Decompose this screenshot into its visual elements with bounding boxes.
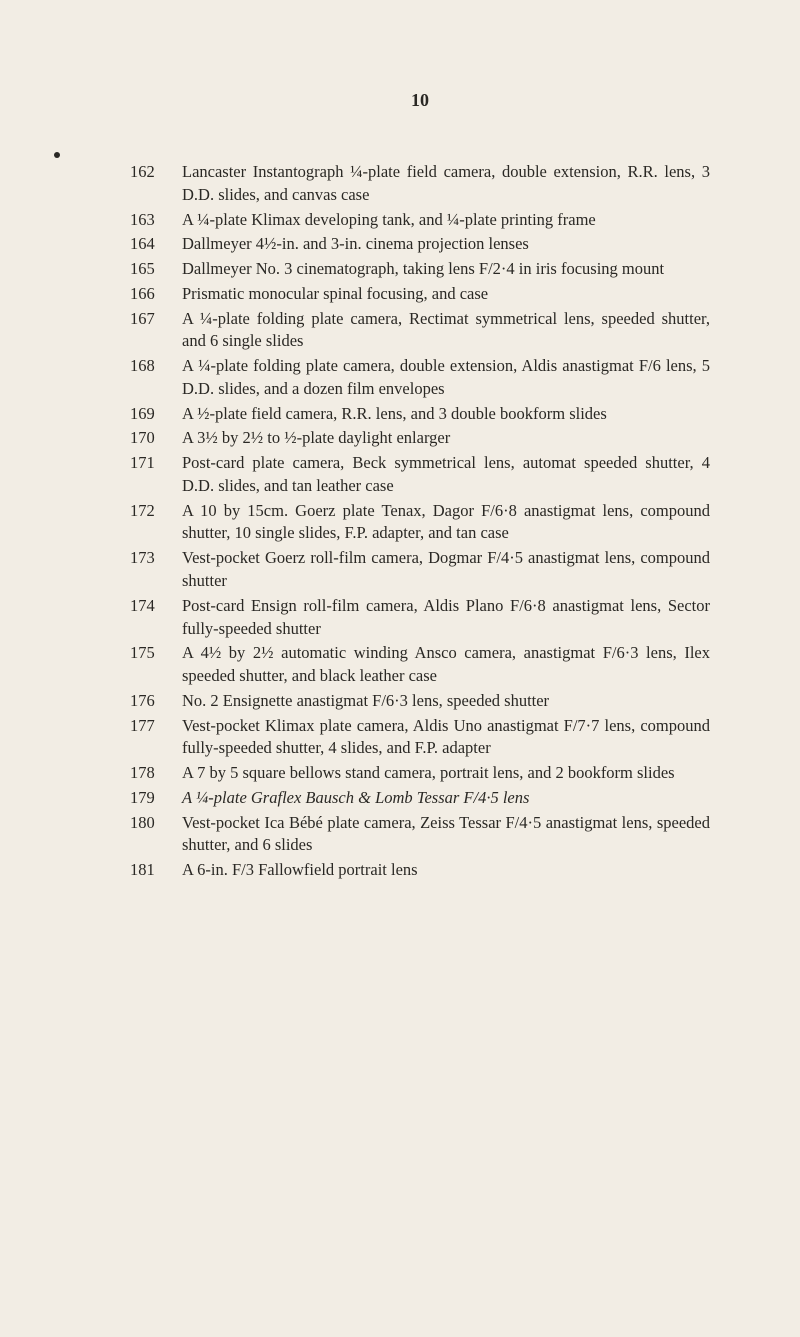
entry-text: Post-card plate camera, Beck symmetrical…: [182, 452, 710, 498]
entry-text: A 7 by 5 square bellows stand camera, po…: [182, 762, 710, 785]
catalog-entry: 168A ¼-plate folding plate camera, doubl…: [130, 355, 710, 401]
entry-text: A ½-plate field camera, R.R. lens, and 3…: [182, 403, 710, 426]
entry-number: 169: [130, 403, 182, 426]
catalog-entry: 175A 4½ by 2½ automatic winding Ansco ca…: [130, 642, 710, 688]
entry-text: A ¼-plate folding plate camera, Rectimat…: [182, 308, 710, 354]
entry-text: Vest-pocket Ica Bébé plate camera, Zeiss…: [182, 812, 710, 858]
entry-number: 168: [130, 355, 182, 401]
catalog-entry: 163A ¼-plate Klimax developing tank, and…: [130, 209, 710, 232]
entry-number: 163: [130, 209, 182, 232]
catalog-entry: 169A ½-plate field camera, R.R. lens, an…: [130, 403, 710, 426]
catalog-entry: 165Dallmeyer No. 3 cinematograph, taking…: [130, 258, 710, 281]
document-page: 10 162Lancaster Instantograph ¼-plate fi…: [0, 0, 800, 944]
entry-number: 174: [130, 595, 182, 641]
entry-text: Prismatic monocular spinal focusing, and…: [182, 283, 710, 306]
page-number: 10: [130, 90, 710, 111]
entry-number: 180: [130, 812, 182, 858]
entry-number: 171: [130, 452, 182, 498]
catalog-entries: 162Lancaster Instantograph ¼-plate field…: [130, 161, 710, 882]
catalog-entry: 170A 3½ by 2½ to ½-plate daylight enlarg…: [130, 427, 710, 450]
entry-text: A ¼-plate Graflex Bausch & Lomb Tessar F…: [182, 787, 710, 810]
entry-text: Dallmeyer 4½-in. and 3-in. cinema projec…: [182, 233, 710, 256]
decorative-dot: [54, 152, 60, 158]
entry-text: A 10 by 15cm. Goerz plate Tenax, Dagor F…: [182, 500, 710, 546]
catalog-entry: 179A ¼-plate Graflex Bausch & Lomb Tessa…: [130, 787, 710, 810]
entry-text: A ¼-plate folding plate camera, double e…: [182, 355, 710, 401]
entry-number: 170: [130, 427, 182, 450]
entry-number: 164: [130, 233, 182, 256]
catalog-entry: 176No. 2 Ensignette anastigmat F/6·3 len…: [130, 690, 710, 713]
catalog-entry: 181A 6-in. F/3 Fallowfield portrait lens: [130, 859, 710, 882]
entry-number: 162: [130, 161, 182, 207]
catalog-entry: 166Prismatic monocular spinal focusing, …: [130, 283, 710, 306]
entry-text: Post-card Ensign roll-film camera, Aldis…: [182, 595, 710, 641]
entry-number: 165: [130, 258, 182, 281]
entry-number: 173: [130, 547, 182, 593]
catalog-entry: 172A 10 by 15cm. Goerz plate Tenax, Dago…: [130, 500, 710, 546]
entry-number: 178: [130, 762, 182, 785]
entry-text: Lancaster Instantograph ¼-plate field ca…: [182, 161, 710, 207]
entry-number: 179: [130, 787, 182, 810]
entry-text: No. 2 Ensignette anastigmat F/6·3 lens, …: [182, 690, 710, 713]
catalog-entry: 178A 7 by 5 square bellows stand camera,…: [130, 762, 710, 785]
entry-text: Dallmeyer No. 3 cinematograph, taking le…: [182, 258, 710, 281]
entry-number: 167: [130, 308, 182, 354]
entry-number: 175: [130, 642, 182, 688]
entry-number: 177: [130, 715, 182, 761]
entry-text: A 4½ by 2½ automatic winding Ansco camer…: [182, 642, 710, 688]
entry-text: A 3½ by 2½ to ½-plate daylight enlarger: [182, 427, 710, 450]
catalog-entry: 162Lancaster Instantograph ¼-plate field…: [130, 161, 710, 207]
catalog-entry: 164Dallmeyer 4½-in. and 3-in. cinema pro…: [130, 233, 710, 256]
catalog-entry: 174Post-card Ensign roll-film camera, Al…: [130, 595, 710, 641]
entry-text: Vest-pocket Klimax plate camera, Aldis U…: [182, 715, 710, 761]
entry-text: Vest-pocket Goerz roll-film camera, Dogm…: [182, 547, 710, 593]
entry-text: A ¼-plate Klimax developing tank, and ¼-…: [182, 209, 710, 232]
entry-number: 172: [130, 500, 182, 546]
entry-number: 181: [130, 859, 182, 882]
catalog-entry: 173Vest-pocket Goerz roll-film camera, D…: [130, 547, 710, 593]
catalog-entry: 177Vest-pocket Klimax plate camera, Aldi…: [130, 715, 710, 761]
catalog-entry: 180Vest-pocket Ica Bébé plate camera, Ze…: [130, 812, 710, 858]
entry-number: 176: [130, 690, 182, 713]
entry-number: 166: [130, 283, 182, 306]
entry-text: A 6-in. F/3 Fallowfield portrait lens: [182, 859, 710, 882]
catalog-entry: 167A ¼-plate folding plate camera, Recti…: [130, 308, 710, 354]
catalog-entry: 171Post-card plate camera, Beck symmetri…: [130, 452, 710, 498]
